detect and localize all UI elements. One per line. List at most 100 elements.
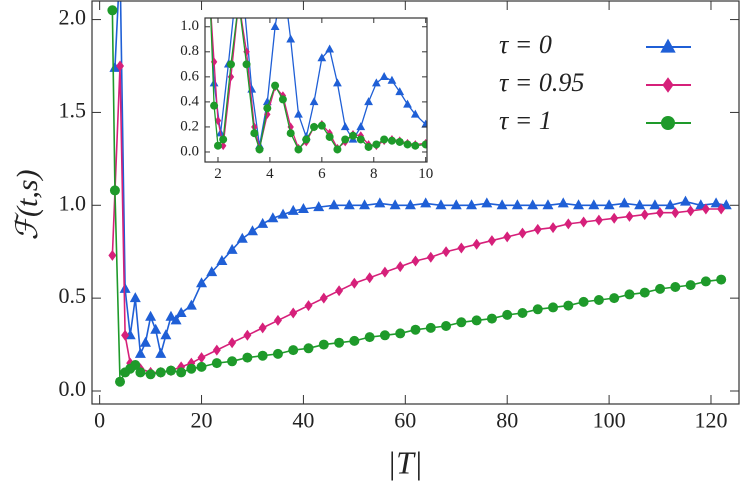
marker — [450, 199, 462, 210]
marker — [255, 145, 264, 154]
marker — [328, 199, 340, 210]
marker — [333, 145, 342, 154]
marker — [318, 339, 329, 350]
marker — [588, 199, 600, 210]
marker — [263, 104, 272, 113]
x-tick-label: 40 — [292, 408, 314, 433]
marker — [170, 314, 182, 325]
x-tick-label: 4 — [266, 166, 274, 182]
marker — [250, 129, 259, 138]
marker — [701, 203, 710, 215]
marker — [410, 324, 421, 335]
x-tick-label: 20 — [191, 408, 213, 433]
marker — [671, 207, 680, 219]
marker — [356, 122, 366, 131]
marker — [548, 302, 559, 313]
marker — [289, 307, 298, 319]
marker — [374, 197, 386, 208]
marker — [209, 78, 219, 87]
marker — [186, 363, 197, 374]
marker — [257, 350, 268, 361]
marker — [150, 323, 162, 334]
legend-marker — [660, 38, 676, 53]
marker — [134, 347, 146, 358]
marker — [227, 356, 238, 367]
x-tick-label: 10 — [418, 166, 433, 182]
marker — [226, 60, 235, 69]
marker — [273, 314, 282, 326]
marker — [302, 135, 311, 144]
marker — [564, 218, 573, 230]
x-tick-label: 120 — [694, 408, 727, 433]
y-axis-label: ℱ(t,s) — [11, 169, 44, 240]
y-tick-label: 0.4 — [180, 93, 199, 109]
legend-marker — [661, 116, 675, 130]
marker — [278, 95, 287, 104]
marker — [420, 197, 432, 208]
marker — [294, 109, 303, 118]
marker — [109, 185, 120, 196]
marker — [442, 246, 451, 258]
marker — [242, 60, 251, 69]
marker — [212, 344, 221, 356]
marker — [286, 34, 296, 43]
x-tick-label: 8 — [370, 166, 378, 182]
marker — [115, 376, 126, 387]
marker — [277, 208, 289, 219]
x-tick-label: 2 — [214, 166, 222, 182]
plot-series — [209, 18, 427, 154]
marker — [119, 282, 131, 293]
marker — [341, 135, 350, 144]
marker — [518, 227, 527, 239]
marker — [213, 141, 222, 150]
marker — [210, 101, 219, 110]
marker — [121, 329, 130, 341]
marker — [670, 282, 681, 292]
marker — [502, 309, 513, 320]
marker — [594, 214, 603, 226]
marker — [717, 203, 726, 215]
marker — [372, 140, 381, 149]
marker — [130, 360, 141, 370]
marker — [145, 310, 157, 321]
marker — [395, 137, 404, 146]
legend-marker — [662, 77, 674, 93]
marker — [155, 347, 167, 358]
marker — [466, 199, 478, 210]
marker — [325, 44, 335, 53]
marker — [457, 242, 466, 254]
marker — [593, 295, 604, 305]
marker — [325, 132, 334, 141]
marker — [387, 75, 397, 84]
marker — [664, 199, 676, 210]
marker — [649, 199, 661, 210]
marker — [716, 274, 727, 285]
x-tick-label: 100 — [593, 408, 626, 433]
marker — [624, 289, 635, 300]
marker — [333, 78, 342, 87]
marker — [176, 367, 187, 378]
y-tick-label: 1.5 — [59, 97, 87, 122]
marker — [343, 199, 355, 210]
marker — [411, 255, 420, 267]
marker — [287, 204, 299, 215]
plot-frame — [204, 17, 428, 163]
marker — [685, 280, 696, 291]
marker — [219, 141, 227, 151]
marker — [578, 296, 589, 307]
marker — [349, 335, 360, 346]
marker — [527, 199, 539, 210]
x-tick-label: 0 — [94, 408, 105, 433]
marker — [211, 358, 222, 369]
y-tick-label: 0.0 — [180, 143, 199, 159]
marker — [387, 136, 396, 145]
marker — [389, 199, 401, 210]
marker — [317, 121, 326, 130]
marker — [288, 345, 299, 356]
marker — [304, 300, 313, 312]
marker — [364, 142, 373, 151]
marker — [425, 322, 436, 333]
marker — [196, 361, 207, 372]
y-tick-label: 0.5 — [59, 283, 87, 308]
marker — [109, 61, 121, 72]
